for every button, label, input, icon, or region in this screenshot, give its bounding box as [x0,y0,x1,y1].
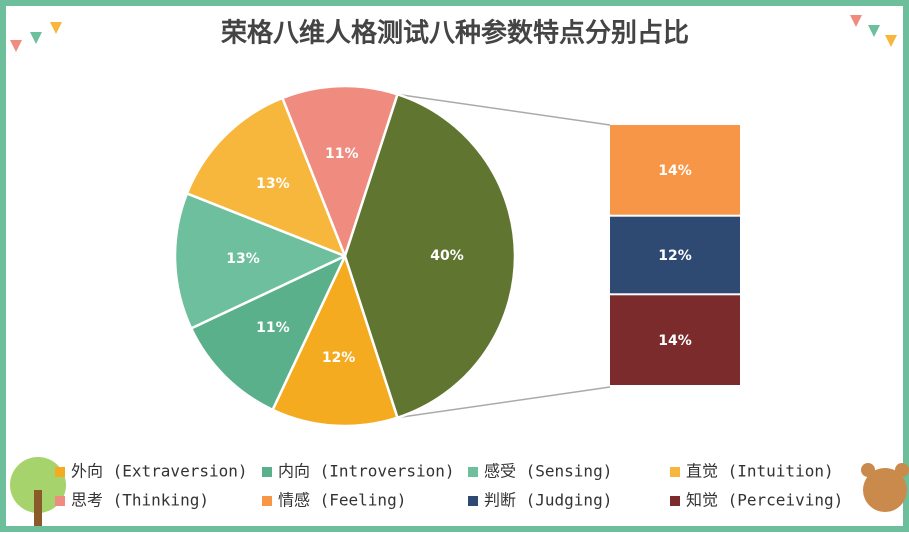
chart-title: 荣格八维人格测试八种参数特点分别占比 [221,18,689,49]
slice-label: 11% [325,146,359,162]
pie-slice [280,84,400,260]
slice-label: 13% [226,251,260,267]
legend-label: 内向 (Introversion) [278,462,455,481]
legend-label: 直觉 (Intuition) [686,462,834,481]
tree [10,457,66,526]
legend-label: 情感 (Feeling) [278,491,406,510]
pie-slice [185,96,348,259]
bar-segment [610,125,740,215]
legend-swatch [262,496,272,506]
connector [397,386,611,419]
slice-label: 40% [430,248,464,264]
connector [397,93,611,126]
legend-swatch [55,467,65,477]
bar-segment [610,295,740,385]
pie-slice [189,253,348,412]
pie-slice [270,252,400,428]
bar-label: 14% [658,333,692,349]
bar-label: 12% [658,248,692,264]
legend-swatch [55,496,65,506]
slice-label: 12% [322,350,356,366]
legend-label: 外向 (Extraversion) [71,462,248,481]
slice-label: 13% [256,176,290,192]
legend-swatch [670,467,680,477]
legend-swatch [262,467,272,477]
legend-label: 判断 (Judging) [484,491,612,510]
bar-segment [610,216,740,294]
pie-slice [173,191,349,331]
legend-label: 思考 (Thinking) [71,491,209,510]
legend-swatch [670,496,680,506]
legend-swatch [468,467,478,477]
bar-label: 14% [658,163,692,179]
pie-slice [343,92,517,420]
slice-label: 11% [256,320,290,336]
legend-swatch [468,496,478,506]
bear [861,463,909,512]
legend-label: 感受 (Sensing) [484,462,612,481]
legend-label: 知觉 (Perceiving) [686,491,843,510]
bunting [10,15,897,52]
